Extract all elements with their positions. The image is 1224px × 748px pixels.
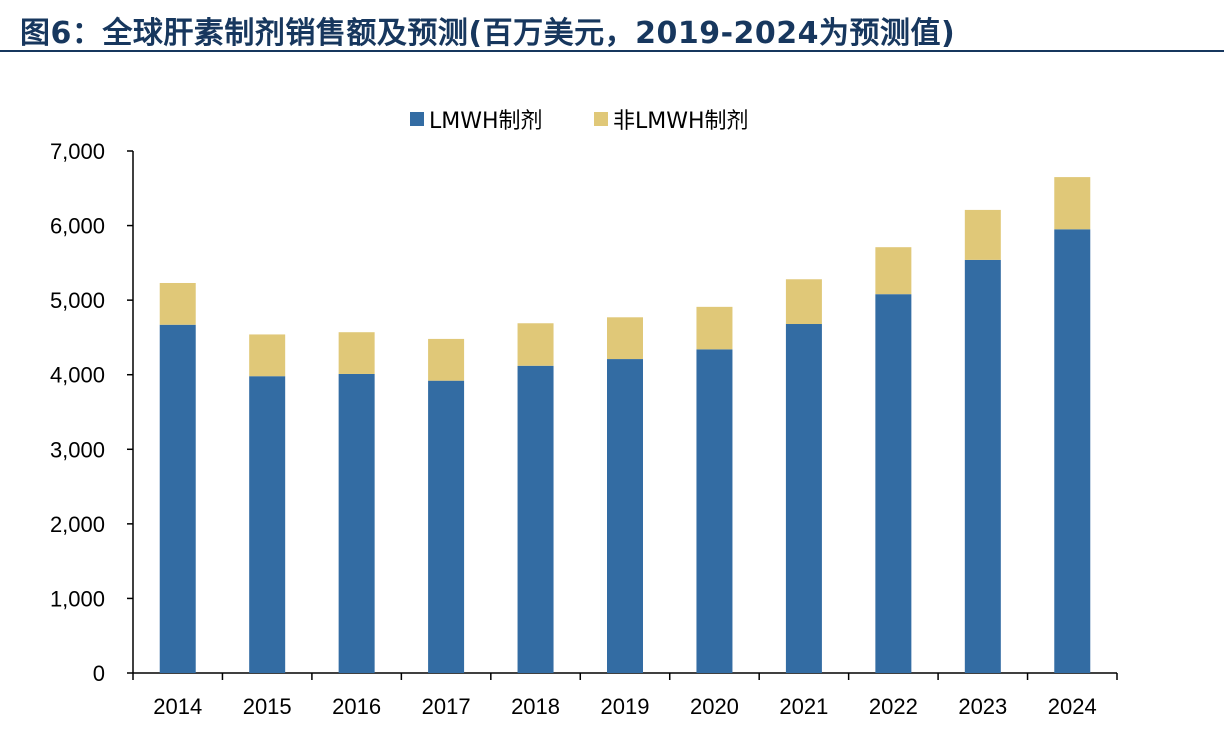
x-tick-label: 2021	[779, 694, 828, 719]
bar-lmwh-2017	[428, 380, 465, 673]
y-tick-label: 6,000	[50, 214, 105, 239]
bar-non-lmwh-2016	[338, 332, 375, 374]
legend-swatch	[594, 112, 608, 126]
bar-non-lmwh-2020	[696, 306, 733, 350]
bar-lmwh-2014	[159, 324, 196, 673]
bar-non-lmwh-2023	[964, 209, 1001, 260]
bar-non-lmwh-2017	[428, 338, 465, 381]
x-tick-label: 2015	[243, 694, 292, 719]
x-tick-label: 2019	[601, 694, 650, 719]
bar-lmwh-2019	[607, 359, 643, 673]
bar-lmwh-2015	[249, 376, 286, 673]
bar-lmwh-2022	[875, 294, 912, 673]
y-tick-label: 2,000	[50, 512, 105, 537]
x-tick-label: 2022	[869, 694, 918, 719]
legend-swatch	[410, 112, 424, 126]
legend-label: LMWH制剂	[429, 109, 543, 134]
bar-lmwh-2021	[785, 324, 822, 673]
chart-title: 图6：全球肝素制剂销售额及预测(百万美元，2019-2024为预测值)	[20, 16, 956, 51]
y-tick-label: 3,000	[50, 437, 105, 462]
x-tick-label: 2018	[511, 694, 560, 719]
y-tick-label: 4,000	[50, 363, 105, 388]
y-tick-label: 1,000	[50, 586, 105, 611]
y-tick-label: 5,000	[50, 288, 105, 313]
title-divider	[0, 50, 1224, 52]
bar-non-lmwh-2022	[875, 247, 912, 295]
x-tick-label: 2024	[1048, 694, 1097, 719]
bar-lmwh-2018	[517, 365, 554, 673]
bar-non-lmwh-2015	[249, 334, 286, 377]
bar-non-lmwh-2019	[607, 317, 643, 360]
bar-lmwh-2020	[696, 349, 733, 673]
bar-non-lmwh-2018	[517, 323, 554, 366]
y-tick-label: 0	[93, 661, 105, 686]
bar-lmwh-2024	[1054, 229, 1091, 674]
x-tick-label: 2020	[690, 694, 739, 719]
bar-non-lmwh-2021	[785, 279, 822, 325]
x-tick-label: 2023	[958, 694, 1007, 719]
x-tick-label: 2014	[153, 694, 202, 719]
y-tick-label: 7,000	[50, 139, 105, 164]
legend-label: 非LMWH制剂	[613, 109, 749, 134]
bar-non-lmwh-2024	[1054, 177, 1091, 230]
bar-non-lmwh-2014	[159, 282, 196, 325]
bar-lmwh-2023	[964, 259, 1001, 673]
bar-lmwh-2016	[338, 373, 375, 673]
x-tick-label: 2016	[332, 694, 381, 719]
x-tick-label: 2017	[422, 694, 471, 719]
